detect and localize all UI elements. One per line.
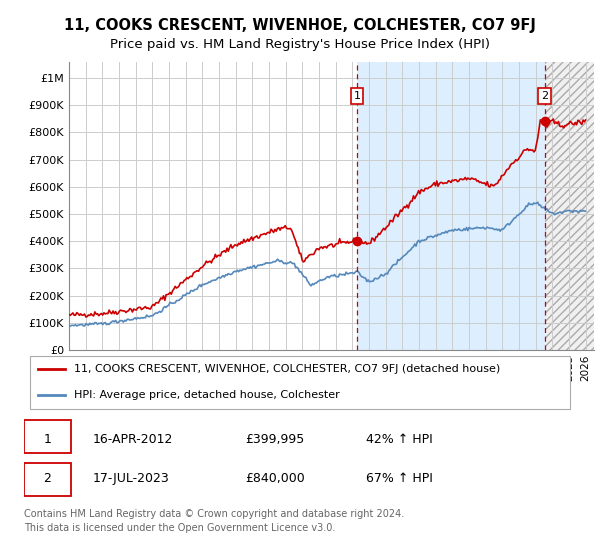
Text: 11, COOKS CRESCENT, WIVENHOE, COLCHESTER, CO7 9FJ: 11, COOKS CRESCENT, WIVENHOE, COLCHESTER…: [64, 18, 536, 32]
Text: £399,995: £399,995: [245, 433, 304, 446]
Polygon shape: [545, 62, 594, 350]
Text: 1: 1: [353, 91, 361, 101]
Text: 2: 2: [44, 473, 52, 486]
Text: Price paid vs. HM Land Registry's House Price Index (HPI): Price paid vs. HM Land Registry's House …: [110, 38, 490, 52]
Text: 11, COOKS CRESCENT, WIVENHOE, COLCHESTER, CO7 9FJ (detached house): 11, COOKS CRESCENT, WIVENHOE, COLCHESTER…: [74, 364, 500, 374]
Text: 1: 1: [44, 433, 52, 446]
Text: £840,000: £840,000: [245, 473, 305, 486]
FancyBboxPatch shape: [24, 420, 71, 453]
Text: 16-APR-2012: 16-APR-2012: [93, 433, 173, 446]
Text: 17-JUL-2023: 17-JUL-2023: [93, 473, 170, 486]
Text: 42% ↑ HPI: 42% ↑ HPI: [366, 433, 433, 446]
Text: 67% ↑ HPI: 67% ↑ HPI: [366, 473, 433, 486]
Text: Contains HM Land Registry data © Crown copyright and database right 2024.
This d: Contains HM Land Registry data © Crown c…: [24, 510, 404, 533]
Text: HPI: Average price, detached house, Colchester: HPI: Average price, detached house, Colc…: [74, 390, 340, 400]
Bar: [357, 62, 545, 350]
FancyBboxPatch shape: [29, 356, 571, 409]
Text: 2: 2: [541, 91, 548, 101]
FancyBboxPatch shape: [24, 463, 71, 496]
